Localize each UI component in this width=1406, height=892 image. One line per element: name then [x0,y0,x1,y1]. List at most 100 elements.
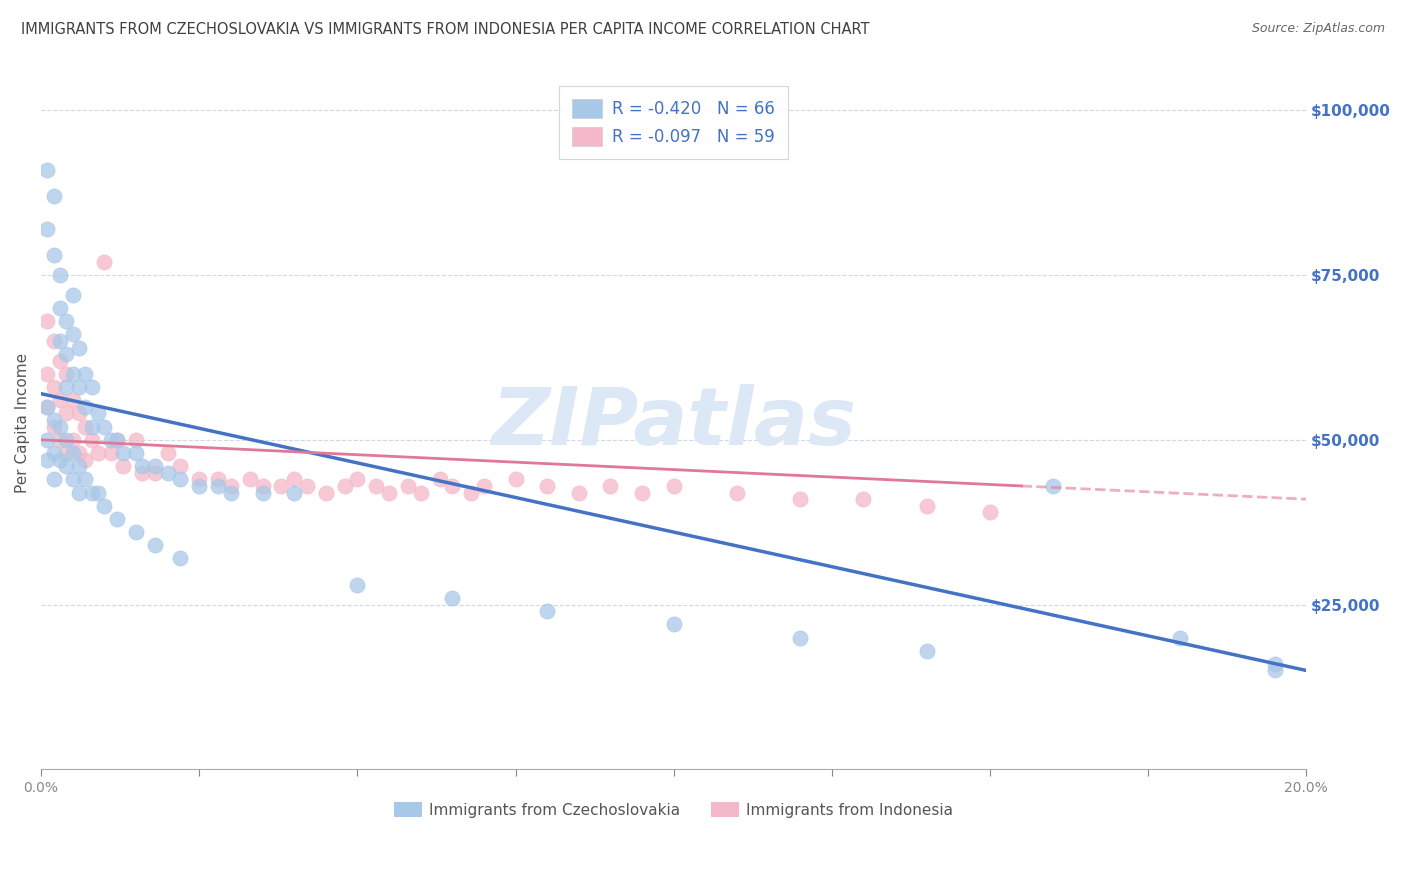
Point [67,341,90,355]
Point [100,446,122,460]
Point [252,485,274,500]
Point [67,407,90,421]
Point [62,393,84,408]
Point [979,505,1001,519]
Point [75,367,97,381]
Point [42,189,65,203]
Point [62,472,84,486]
Point [49,334,72,348]
Point [169,472,191,486]
Point [87,485,110,500]
Point [207,472,229,486]
Point [49,433,72,447]
Point [42,248,65,262]
Point [505,472,527,486]
Point [55,367,77,381]
Point [1264,657,1286,671]
Point [87,446,110,460]
Legend: Immigrants from Czechoslovakia, Immigrants from Indonesia: Immigrants from Czechoslovakia, Immigran… [388,796,959,824]
Text: Source: ZipAtlas.com: Source: ZipAtlas.com [1251,22,1385,36]
Point [49,353,72,368]
Point [429,472,451,486]
Point [131,466,153,480]
Point [662,479,685,493]
Point [169,551,191,566]
Point [62,446,84,460]
Point [441,479,464,493]
Point [346,578,368,592]
Point [67,446,90,460]
Point [568,485,591,500]
Point [55,314,77,328]
Point [219,479,242,493]
Point [366,479,388,493]
Point [378,485,401,500]
Point [37,367,59,381]
Point [239,472,262,486]
Point [1042,479,1064,493]
Point [62,367,84,381]
Point [131,459,153,474]
Point [75,400,97,414]
Point [631,485,654,500]
Point [105,512,128,526]
Point [599,479,621,493]
Point [93,499,115,513]
Point [346,472,368,486]
Point [37,222,59,236]
Point [55,347,77,361]
Point [169,459,191,474]
Text: ZIPatlas: ZIPatlas [491,384,856,462]
Point [62,288,84,302]
Point [662,617,685,632]
Point [536,604,558,618]
Point [125,433,148,447]
Point [93,255,115,269]
Point [49,452,72,467]
Point [67,459,90,474]
Point [75,419,97,434]
Point [42,413,65,427]
Point [105,433,128,447]
Point [125,525,148,540]
Point [37,452,59,467]
Point [156,446,179,460]
Point [87,407,110,421]
Point [112,446,135,460]
Point [441,591,464,605]
Point [37,314,59,328]
Point [219,485,242,500]
Point [270,479,292,493]
Point [55,407,77,421]
Point [42,334,65,348]
Point [188,472,211,486]
Point [75,472,97,486]
Point [80,380,103,394]
Point [789,631,811,645]
Point [143,466,166,480]
Point [55,446,77,460]
Point [42,472,65,486]
Point [37,400,59,414]
Point [67,485,90,500]
Point [252,479,274,493]
Point [472,479,495,493]
Point [37,162,59,177]
Point [42,446,65,460]
Text: IMMIGRANTS FROM CZECHOSLOVAKIA VS IMMIGRANTS FROM INDONESIA PER CAPITA INCOME CO: IMMIGRANTS FROM CZECHOSLOVAKIA VS IMMIGR… [21,22,869,37]
Point [915,499,938,513]
Point [93,419,115,434]
Point [1264,664,1286,678]
Point [1168,631,1191,645]
Point [62,327,84,342]
Point [915,643,938,657]
Point [80,419,103,434]
Point [42,380,65,394]
Point [536,479,558,493]
Point [55,433,77,447]
Point [207,479,229,493]
Point [460,485,482,500]
Point [105,433,128,447]
Point [283,472,305,486]
Point [315,485,337,500]
